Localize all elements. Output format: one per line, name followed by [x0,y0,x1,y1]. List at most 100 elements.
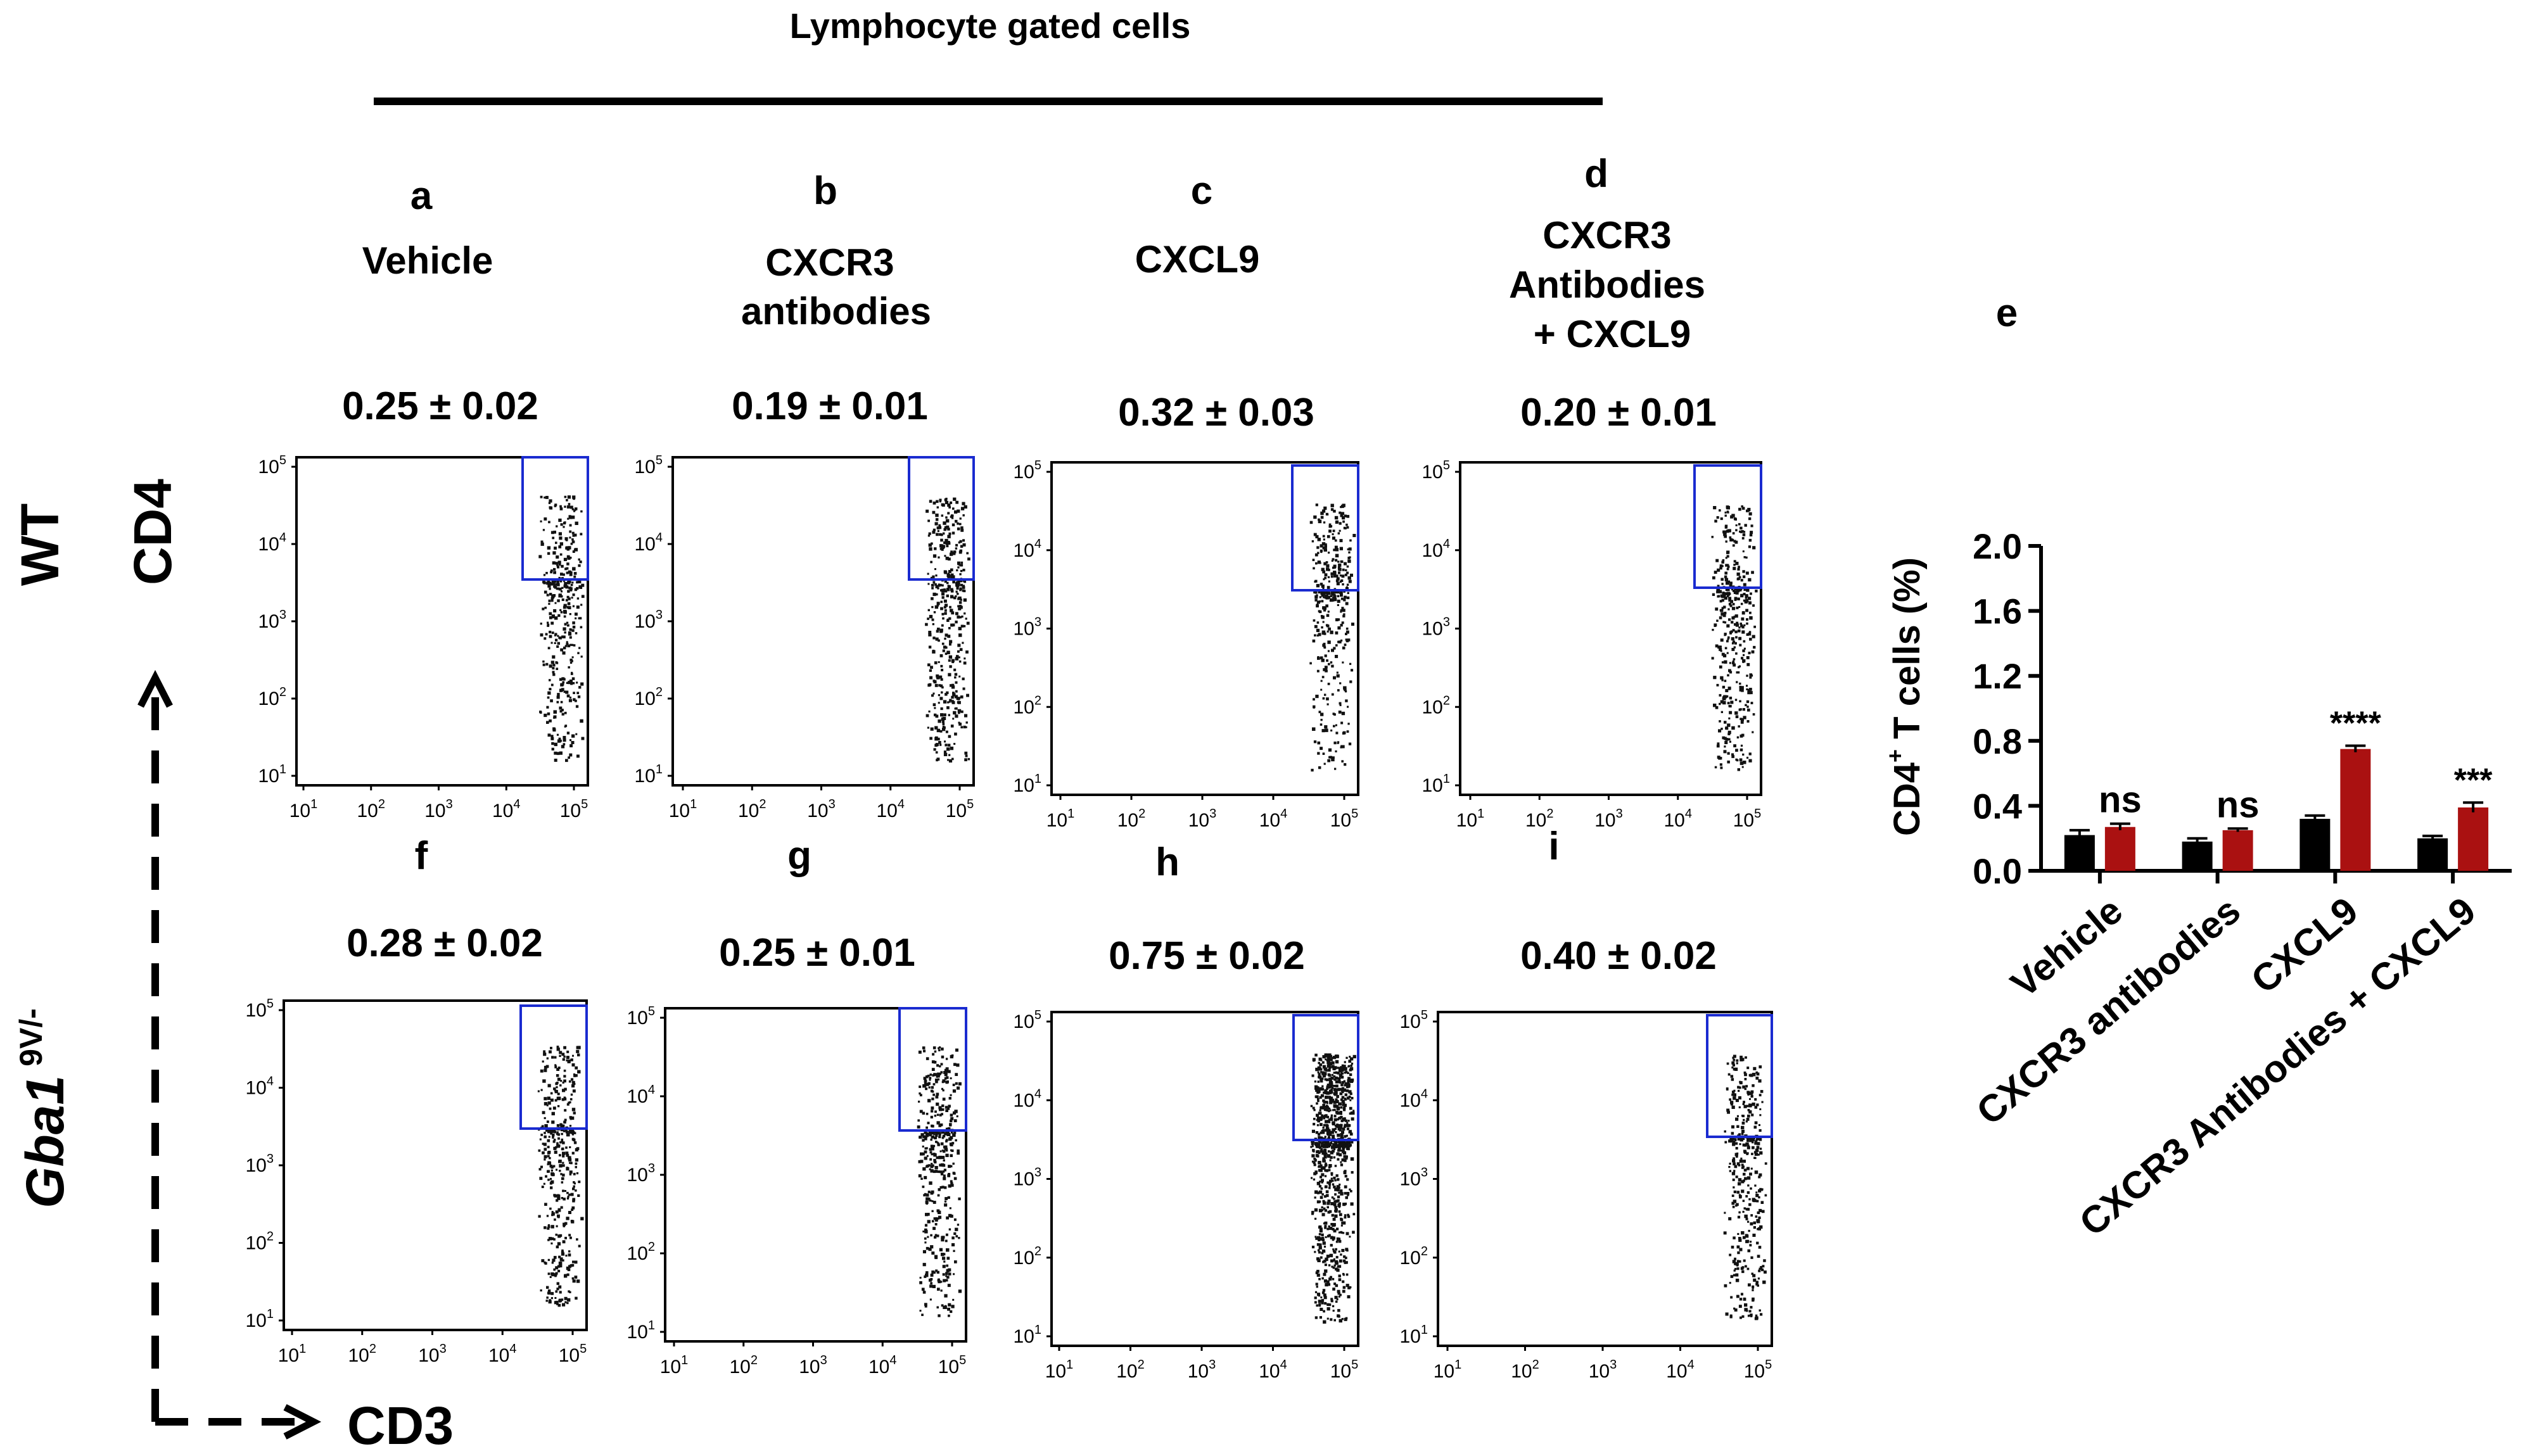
flow-event-dot [922,1046,925,1049]
flow-event-dot [1339,1213,1342,1217]
cd3-marker-label: CD3 [347,1396,454,1455]
flow-event-dot [548,1300,552,1304]
flow-event-dot [1761,1269,1764,1272]
flow-event-dot [556,1199,559,1202]
flow-event-dot [953,1273,955,1276]
flow-event-dot [918,1050,922,1054]
flow-event-dot [542,607,545,611]
flow-event-dot [547,1272,550,1276]
flow-event-dot [1716,683,1719,687]
flow-event-dot [948,1272,951,1276]
flow-event-dot [955,690,958,693]
flow-event-dot [566,571,569,574]
flow-event-dot [563,1225,566,1227]
flow-event-dot [964,714,968,718]
flow-event-dot [1744,1303,1748,1307]
flow-event-dot [960,528,964,532]
flow-event-dot [576,1046,580,1049]
flow-event-dot [1344,1135,1347,1138]
flow-event-dot [1318,1140,1321,1143]
flow-event-dot [553,710,557,714]
flow-event-dot [1741,1231,1745,1235]
flow-event-dot [1333,1264,1336,1267]
flow-event-dot [1331,693,1334,696]
flow-event-dot [1328,1129,1331,1132]
flow-event-dot [923,1194,926,1197]
flow-event-dot [1743,654,1745,656]
flow-event-dot [941,514,944,517]
flow-event-dot [1750,592,1752,595]
flow-event-dot [1749,676,1752,679]
flow-event-dot [952,1172,955,1175]
flow-event-dot [961,615,964,618]
flow-event-dot [544,497,546,499]
flow-event-dot [950,568,953,572]
flow-event-dot [1343,1146,1345,1148]
flow-event-dot [1313,1163,1316,1167]
flow-event-dot [943,700,947,704]
flow-event-dot [1323,1201,1326,1205]
flow-event-dot [547,1084,551,1087]
flow-event-dot [552,561,556,565]
flow-event-dot [942,1089,944,1092]
flow-event-dot [939,498,942,502]
flow-event-dot [1316,1236,1321,1240]
flow-event-dot [569,530,572,533]
flow-event-dot [1342,1127,1345,1131]
flow-event-dot [1732,629,1735,632]
flow-event-dot [1760,1090,1764,1093]
flow-event-dot [1326,1086,1330,1089]
flow-event-dot [571,1137,575,1141]
flow-event-dot [1352,1231,1355,1234]
flow-event-dot [1727,723,1731,727]
flow-event-dot [922,1263,926,1267]
flow-events [1711,505,1758,771]
flow-y-tick-label: 102 [635,685,663,709]
flow-event-dot [1322,621,1325,623]
flow-event-dot [1754,1317,1757,1320]
flow-event-dot [1320,1296,1323,1299]
flow-event-dot [1747,688,1751,692]
flow-event-dot [1722,697,1726,700]
flow-event-dot [1328,1277,1332,1281]
flow-event-dot [1329,1058,1333,1061]
flow-event-dot [573,1182,576,1185]
flow-event-dot [1313,1178,1316,1181]
chart-y-label-rest: T cells (%) [1886,557,1928,749]
flow-event-dot [1332,566,1335,569]
flow-event-dot [1328,1061,1331,1065]
flow-event-dot [1742,661,1745,663]
flow-event-dot [1325,1124,1328,1127]
flow-event-dot [1344,1192,1347,1195]
flow-event-dot [1729,538,1733,541]
flow-event-dot [945,1275,948,1277]
flow-event-dot [922,1186,925,1188]
flow-event-dot [1761,1210,1765,1213]
flow-event-dot [559,609,562,611]
flow-event-dot [1345,1232,1349,1236]
flow-event-dot [561,1197,564,1200]
flow-event-dot [1311,1160,1314,1163]
flow-event-dot [1338,1250,1340,1253]
flow-event-dot [544,606,547,609]
flow-event-dot [571,516,575,519]
flow-event-dot [1338,1265,1342,1268]
flow-event-dot [1745,556,1748,559]
flow-event-dot [540,633,544,636]
flow-event-dot [1343,1144,1346,1147]
flow-event-dot [1746,1139,1750,1143]
flow-event-dot [1351,1097,1354,1099]
flow-event-dot [1332,598,1335,602]
flow-event-dot [943,1071,946,1074]
flow-event-dot [950,1310,953,1314]
flow-event-dot [553,1146,557,1150]
flow-event-dot [1760,1313,1763,1316]
flow-event-dot [1741,733,1745,737]
flow-event-dot [1738,1133,1741,1136]
flow-x-tick-label: 103 [418,1342,447,1366]
flow-event-dot [1328,1143,1330,1146]
flow-event-dot [1734,614,1738,618]
flow-event-dot [1349,1144,1352,1147]
flow-event-dot [1735,1147,1738,1150]
flow-event-dot [553,1238,556,1241]
